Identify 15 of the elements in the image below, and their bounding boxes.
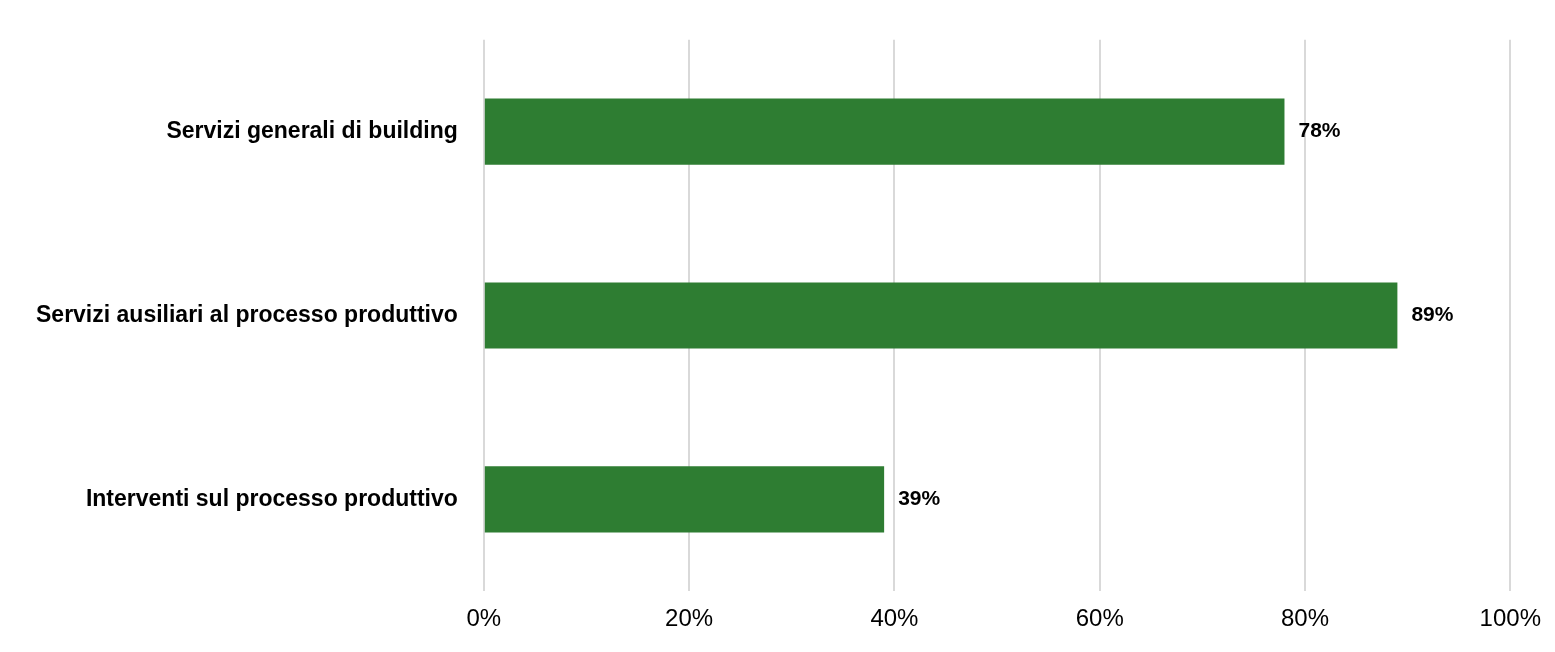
data-label: 89% <box>1411 302 1454 326</box>
y-tick-label: Interventi sul processo produttivo <box>85 484 458 511</box>
data-label: 78% <box>1298 118 1341 142</box>
bar <box>484 282 1398 349</box>
y-tick-label: Servizi generali di building <box>166 117 458 144</box>
bar <box>484 466 885 533</box>
x-tick-label: 0% <box>466 604 502 632</box>
data-label: 39% <box>898 486 941 510</box>
y-tick-label: Servizi ausiliari al processo produttivo <box>36 300 458 327</box>
x-tick-label: 40% <box>870 604 919 632</box>
bar <box>484 98 1285 165</box>
x-tick-label: 80% <box>1280 604 1330 632</box>
x-tick-label: 60% <box>1075 604 1124 632</box>
x-tick-label: 100% <box>1479 604 1541 632</box>
x-tick-label: 20% <box>665 604 714 632</box>
